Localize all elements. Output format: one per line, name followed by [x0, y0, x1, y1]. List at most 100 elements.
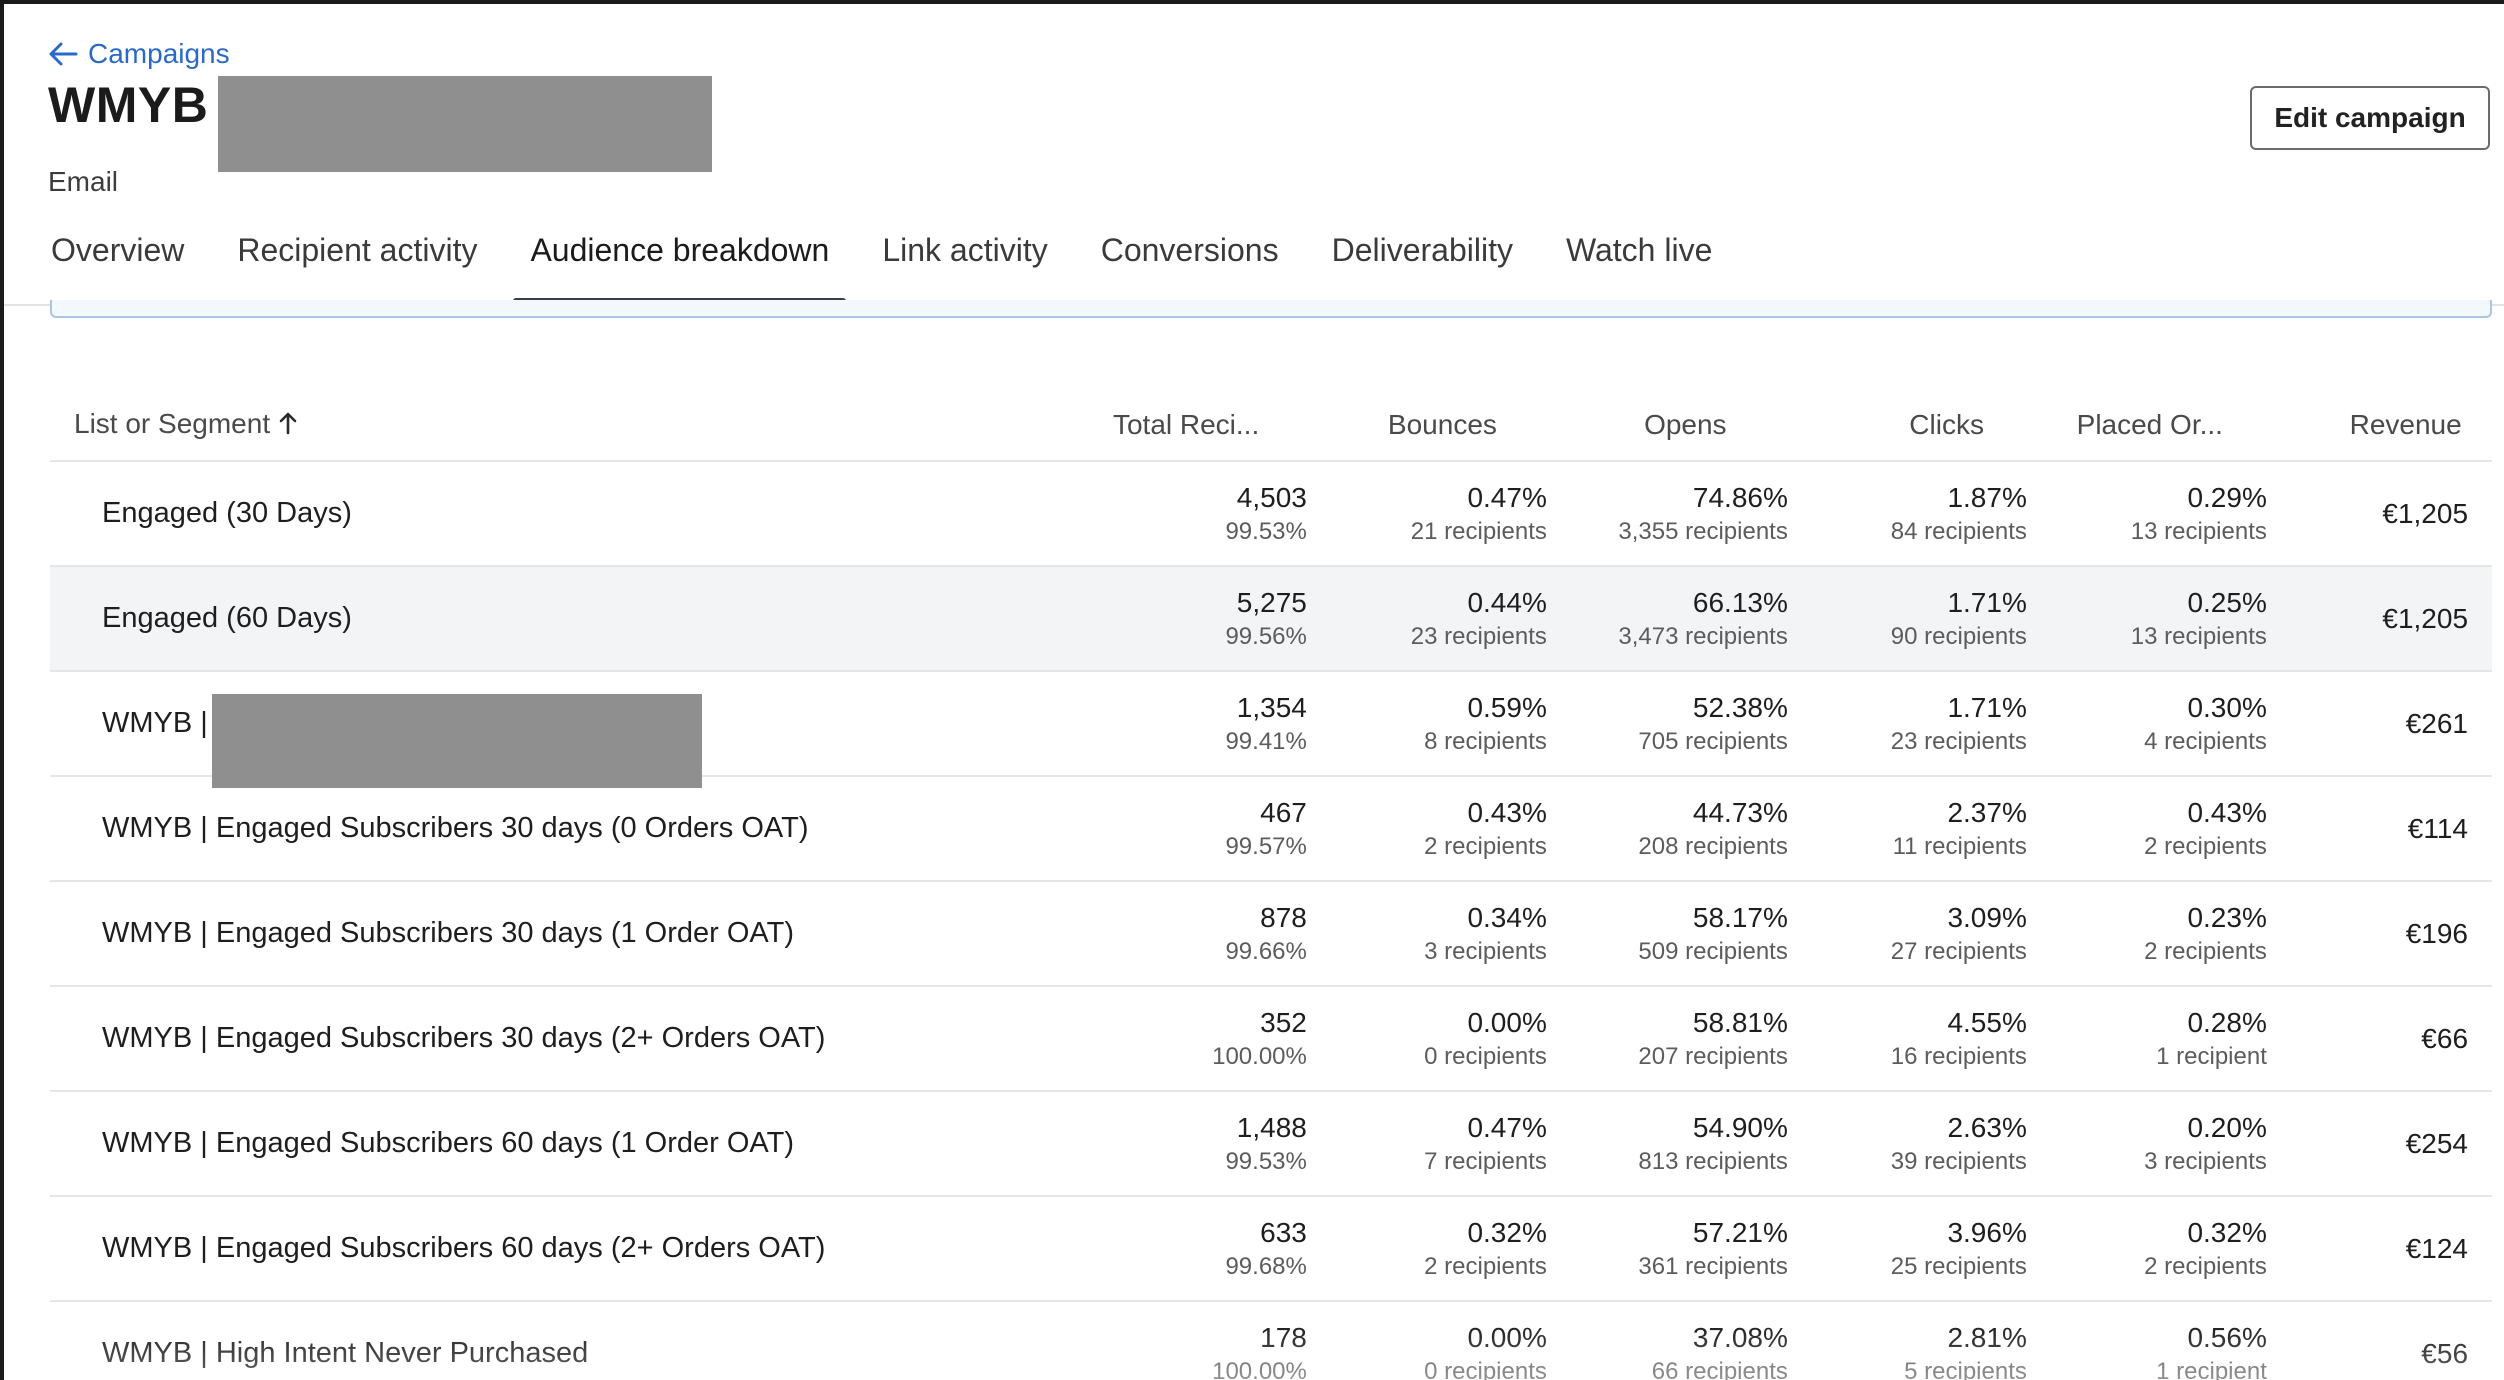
bounces-value: 0.00%	[1467, 1006, 1547, 1038]
table-body: Engaged (30 Days) 4,503 99.53% 0.47% 21 reci…	[50, 462, 2492, 1380]
edit-campaign-button[interactable]: Edit campaign	[2250, 86, 2490, 150]
opens-cell: 66.13% 3,473 recipients	[1547, 586, 1787, 651]
clicks-value: 2.63%	[1947, 1111, 2027, 1143]
tab-conversions[interactable]: Conversions	[1100, 232, 1279, 268]
table-row[interactable]: WMYB | Engaged Subscribers 30 days (1 Or…	[50, 882, 2492, 987]
segment-name[interactable]: WMYB | Engaged Subscribers 60 days (2+ O…	[102, 1232, 826, 1264]
back-link-label: Campaigns	[88, 38, 230, 69]
opens-cell: 58.81% 207 recipients	[1547, 1006, 1788, 1071]
filter-panel-edge	[50, 300, 2492, 318]
opens-sub-value: 208 recipients	[1638, 832, 1788, 860]
placed-order-cell: 0.32% 2 recipients	[2027, 1216, 2267, 1281]
table-row[interactable]: WMYB | Engaged Subscribers 30 days (2+ O…	[50, 987, 2492, 1092]
clicks-value: 3.96%	[1947, 1216, 2027, 1248]
bounces-sub-value: 21 recipients	[1410, 517, 1547, 545]
column-header-clicks[interactable]: Clicks	[1909, 409, 1984, 440]
placed-order-cell: 0.28% 1 recipient	[2027, 1006, 2267, 1071]
segment-name[interactable]: Engaged (30 Days)	[102, 497, 352, 529]
table-row[interactable]: WMYB | Engaged Subscribers 60 days (2+ O…	[50, 1197, 2492, 1302]
total-recipients-cell-values: 352 100.00%	[1006, 1006, 1307, 1071]
clicks-cell: 4.55% 16 recipients	[1788, 1006, 2027, 1071]
opens-cell-values: 37.08% 66 recipients	[1547, 1321, 1788, 1380]
clicks-value: 3.09%	[1947, 901, 2027, 933]
bounces-value: 0.00%	[1467, 1321, 1547, 1353]
bounces-cell: 0.59% 8 recipients	[1307, 691, 1547, 756]
clicks-cell-values: 1.87% 84 recipients	[1788, 481, 2027, 546]
clicks-cell-values: 4.55% 16 recipients	[1788, 1006, 2027, 1071]
revenue-cell: €261	[2267, 708, 2492, 740]
placed-value: 0.20%	[2187, 1111, 2267, 1143]
opens-cell: 54.90% 813 recipients	[1547, 1111, 1787, 1176]
table-row[interactable]: Engaged (60 Days) 5,275 99.56% 0.44% 23 reci…	[50, 567, 2492, 672]
segment-name-cell: WMYB | Engaged Subscribers 30 days (2+ O…	[50, 1022, 1006, 1055]
revenue-cell: €196	[2267, 918, 2492, 950]
clicks-sub-value: 39 recipients	[1890, 1147, 2027, 1175]
placed-order-cell-values: 0.20% 3 recipients	[2027, 1111, 2267, 1176]
campaign-type-label: Email	[48, 166, 119, 197]
revenue-cell: €1,205	[2267, 603, 2492, 635]
segment-name[interactable]: WMYB | Engaged Subscribers 30 days (1 Or…	[102, 917, 794, 949]
segment-name[interactable]: WMYB | Engaged Subscribers 30 days (2+ O…	[102, 1022, 826, 1054]
placed-sub-value: 3 recipients	[2144, 1147, 2267, 1175]
placed-value: 0.28%	[2187, 1006, 2267, 1038]
column-header-placed-order[interactable]: Placed Or...	[2076, 409, 2223, 440]
tab-audience-breakdown[interactable]: Audience breakdown	[513, 226, 847, 306]
clicks-cell-values: 2.37% 11 recipients	[1788, 796, 2027, 861]
arrow-up-icon	[278, 410, 298, 442]
clicks-sub-value: 90 recipients	[1890, 622, 2027, 650]
revenue-cell: €254	[2267, 1128, 2492, 1160]
column-header-bounces[interactable]: Bounces	[1387, 409, 1497, 440]
placed-order-cell: 0.43% 2 recipients	[2027, 796, 2267, 861]
tab-overview[interactable]: Overview	[51, 232, 185, 268]
placed-sub-value: 4 recipients	[2144, 727, 2267, 755]
table-row[interactable]: WMYB | 1,354 99.41% 0.59% 8 recipients 52.38%…	[50, 672, 2492, 788]
column-header-revenue[interactable]: Revenue	[2349, 409, 2462, 440]
table-row[interactable]: WMYB | Engaged Subscribers 60 days (1 Or…	[50, 1092, 2492, 1197]
bounces-cell-values: 0.00% 0 recipients	[1307, 1321, 1547, 1380]
clicks-value: 2.81%	[1947, 1321, 2027, 1353]
segment-name[interactable]: Engaged (60 Days)	[102, 602, 352, 634]
table-row[interactable]: Engaged (30 Days) 4,503 99.53% 0.47% 21 reci…	[50, 462, 2492, 567]
back-to-campaigns-link[interactable]: Campaigns	[48, 38, 230, 70]
total-recipients-cell-values: 878 99.66%	[1006, 901, 1306, 966]
total-pct-value: 99.68%	[1225, 1252, 1307, 1280]
revenue-value: €66	[2421, 1022, 2469, 1054]
opens-cell-values: 57.21% 361 recipients	[1547, 1216, 1787, 1281]
tab-recipient-activity[interactable]: Recipient activity	[237, 232, 478, 268]
column-header-list-or-segment[interactable]: List or Segment	[50, 408, 1005, 442]
bounces-cell: 0.32% 2 recipients	[1307, 1216, 1547, 1281]
bounces-sub-value: 0 recipients	[1424, 1042, 1547, 1070]
clicks-sub-value: 23 recipients	[1890, 727, 2027, 755]
revenue-value: €196	[2405, 917, 2469, 949]
segment-name-cell: Engaged (60 Days)	[50, 602, 1006, 635]
tab-deliverability[interactable]: Deliverability	[1331, 232, 1513, 268]
placed-order-cell-values: 0.25% 13 recipients	[2027, 586, 2267, 651]
bounces-sub-value: 2 recipients	[1424, 1252, 1547, 1280]
opens-value: 58.81%	[1692, 1006, 1788, 1038]
segment-name[interactable]: WMYB | Engaged Subscribers 60 days (1 Or…	[102, 1127, 794, 1159]
clicks-cell-values: 3.09% 27 recipients	[1788, 901, 2027, 966]
total-value: 1,488	[1236, 1111, 1307, 1143]
tab-watch-live[interactable]: Watch live	[1565, 232, 1713, 268]
total-recipients-cell: 1,354 99.41%	[1006, 691, 1306, 756]
revenue-value: €114	[2407, 812, 2469, 844]
opens-cell-values: 54.90% 813 recipients	[1547, 1111, 1787, 1176]
audience-breakdown-table: List or Segment Total Reci... Bounces Op…	[50, 390, 2492, 1380]
total-pct-value: 99.53%	[1225, 517, 1307, 545]
total-value: 352	[1260, 1006, 1307, 1038]
clicks-cell-values: 2.63% 39 recipients	[1788, 1111, 2027, 1176]
placed-value: 0.30%	[2187, 691, 2267, 723]
total-pct-value: 100.00%	[1212, 1042, 1307, 1070]
column-header-total-recipients[interactable]: Total Reci...	[1112, 409, 1260, 440]
segment-name[interactable]: WMYB | Engaged Subscribers 30 days (0 Or…	[102, 812, 809, 844]
tab-link-activity[interactable]: Link activity	[882, 232, 1048, 268]
total-recipients-cell-values: 633 99.68%	[1006, 1216, 1307, 1281]
segment-name[interactable]: WMYB | High Intent Never Purchased	[102, 1337, 589, 1369]
table-row[interactable]: WMYB | Engaged Subscribers 30 days (0 Or…	[50, 777, 2492, 882]
table-row[interactable]: WMYB | High Intent Never Purchased 178 100…	[50, 1302, 2492, 1380]
clicks-value: 1.71%	[1947, 586, 2027, 618]
total-value: 178	[1260, 1321, 1307, 1353]
segment-name[interactable]: WMYB |	[102, 707, 208, 739]
column-header-opens[interactable]: Opens	[1644, 409, 1727, 440]
total-recipients-cell-values: 4,503 99.53%	[1006, 481, 1307, 546]
